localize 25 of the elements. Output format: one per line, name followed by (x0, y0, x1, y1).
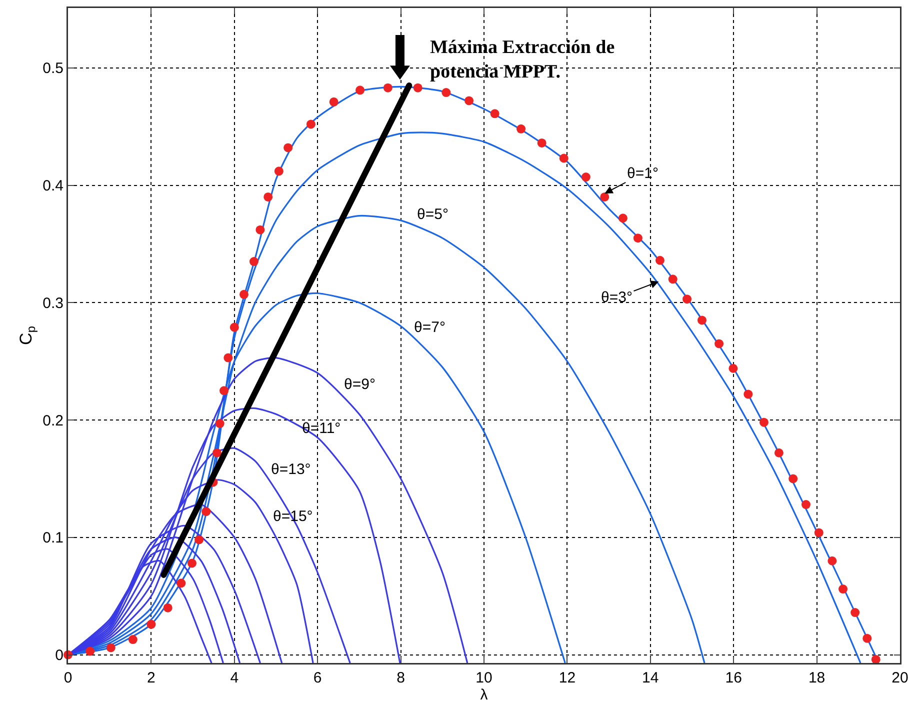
x-axis-title: λ (480, 686, 488, 704)
x-tick-label: 6 (313, 670, 322, 686)
series-label: θ=9° (344, 376, 376, 393)
series-label: θ=3° (601, 289, 632, 306)
x-tick-label: 12 (558, 670, 576, 686)
x-tick-label: 2 (147, 670, 156, 686)
y-tick-label: 0 (55, 647, 64, 664)
x-tick-label: 8 (396, 670, 405, 686)
x-tick-label: 4 (230, 670, 239, 686)
y-tick-label: 0.2 (42, 412, 64, 430)
text: θ=1° (627, 165, 658, 182)
x-tick-label: 20 (892, 670, 908, 686)
x-tick-label: 10 (476, 670, 492, 686)
y-tick-label: 0.1 (42, 530, 64, 547)
series-label: θ=11° (302, 420, 341, 437)
annotation: Máxima Extracción de potencia MPPT. (430, 37, 615, 83)
y-tick-label: 0.4 (42, 178, 64, 194)
y-tick-label: 0.3 (42, 294, 64, 312)
series-label: θ=5° (417, 206, 448, 223)
x-tick-label: 14 (642, 670, 659, 686)
x-tick-label: 16 (725, 670, 742, 686)
series-label: θ=13° (271, 461, 311, 478)
y-tick-label: 0.5 (42, 60, 64, 78)
series-label: θ=7° (414, 319, 446, 336)
x-tick-label: 18 (808, 670, 826, 686)
